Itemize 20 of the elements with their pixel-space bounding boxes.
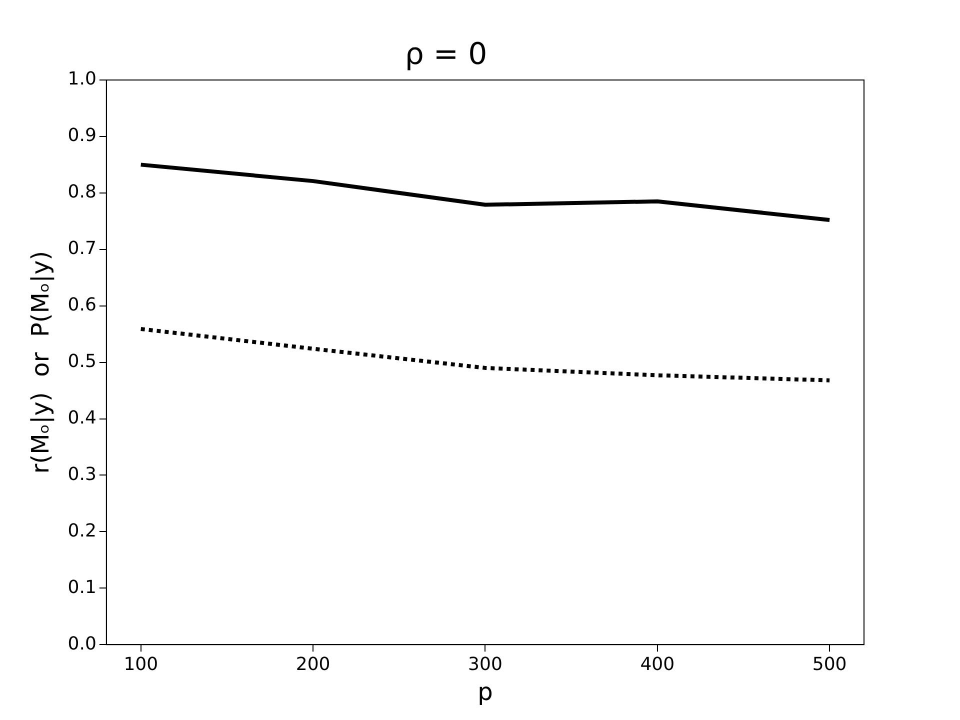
y-tick-label: 0.5 [68,350,96,372]
y-tick-label: 0.4 [68,407,96,428]
y-tick-label: 0.6 [68,294,96,316]
y-tick-label: 0.9 [68,125,96,146]
y-tick-label: 0.2 [68,520,96,542]
chart-title: ρ = 0 [404,36,488,72]
y-tick-label: 0.7 [68,238,96,260]
x-axis-title: p [478,678,493,706]
y-axis-title: r(Mₒ|y) or P(Mₒ|y) [26,250,55,474]
y-tick-label: 0.0 [68,633,96,654]
x-tick-label: 300 [468,654,502,676]
y-tick-label: 0.8 [68,182,96,203]
x-tick-label: 500 [812,654,847,676]
y-tick-label: 0.3 [68,464,96,485]
y-tick-label: 0.1 [68,576,96,598]
x-tick-label: 100 [124,654,158,676]
line-series [138,326,832,382]
y-tick-label: 1.0 [68,68,96,90]
x-tick-label: 200 [296,654,330,676]
x-tick-label: 400 [640,654,675,676]
